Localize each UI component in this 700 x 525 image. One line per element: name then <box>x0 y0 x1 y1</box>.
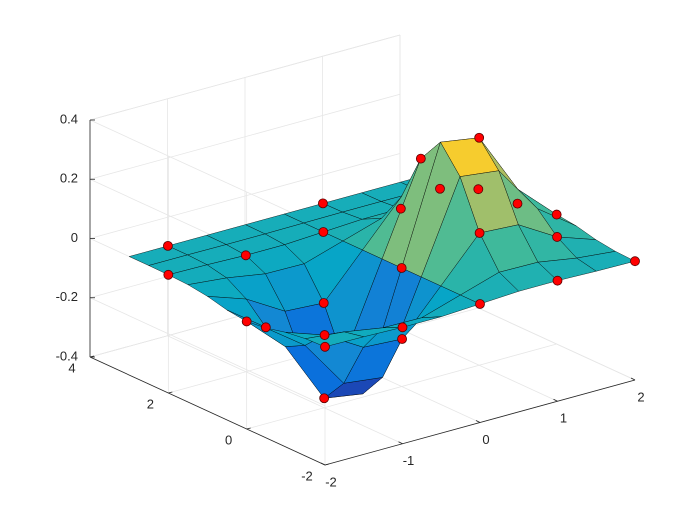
data-point <box>552 275 563 286</box>
data-point <box>435 183 445 194</box>
data-point <box>241 316 252 327</box>
z-tick-label: 0 <box>71 230 78 245</box>
data-point <box>318 198 328 209</box>
surface-patch <box>304 331 364 348</box>
x-tick <box>398 441 403 445</box>
y-tick-label: 4 <box>68 360 75 375</box>
x-tick-label: 1 <box>560 411 567 426</box>
data-point <box>318 227 329 237</box>
data-point <box>473 184 484 195</box>
data-point <box>319 393 330 404</box>
x-tick <box>553 398 558 402</box>
y-tick-label: 0 <box>225 432 232 447</box>
y-axis <box>89 356 326 466</box>
grid-line <box>167 335 403 445</box>
data-point <box>260 322 271 333</box>
data-point <box>415 153 426 164</box>
y-tick <box>324 463 330 466</box>
x-tick-label: 2 <box>637 389 644 404</box>
data-point <box>475 299 485 309</box>
data-point <box>474 228 485 238</box>
data-point <box>512 198 523 209</box>
x-tick-label: 0 <box>482 432 489 447</box>
data-point <box>397 334 407 344</box>
x-tick <box>320 462 326 466</box>
x-tick-label: -2 <box>325 474 337 489</box>
data-point <box>397 322 408 333</box>
grid-line <box>89 93 401 180</box>
z-tick-label: 0.2 <box>60 171 78 186</box>
data-point <box>395 203 406 214</box>
z-tick-label: -0.4 <box>56 348 78 363</box>
x-tick <box>475 420 481 423</box>
grid-line <box>89 34 401 121</box>
y-tick-label: -2 <box>301 468 313 483</box>
data-point <box>474 132 485 143</box>
grid-line <box>89 153 401 239</box>
grid-line <box>89 297 326 407</box>
data-point <box>163 269 174 280</box>
data-point <box>163 240 173 251</box>
data-point <box>551 209 562 220</box>
z-tick-label: 0.4 <box>60 111 78 126</box>
y-tick <box>246 427 251 430</box>
y-tick-label: 2 <box>147 396 154 411</box>
data-point <box>320 341 330 352</box>
data-point <box>318 298 329 308</box>
data-point <box>630 256 640 267</box>
data-point <box>240 250 251 261</box>
data-point <box>396 263 407 273</box>
grid-line <box>246 343 557 430</box>
data-point <box>319 330 330 340</box>
x-tick <box>630 377 636 381</box>
z-tick-label: -0.2 <box>56 289 78 304</box>
x-tick-label: -1 <box>403 453 415 468</box>
data-point <box>552 232 562 242</box>
y-tick <box>168 391 173 394</box>
grid-line <box>89 119 326 229</box>
